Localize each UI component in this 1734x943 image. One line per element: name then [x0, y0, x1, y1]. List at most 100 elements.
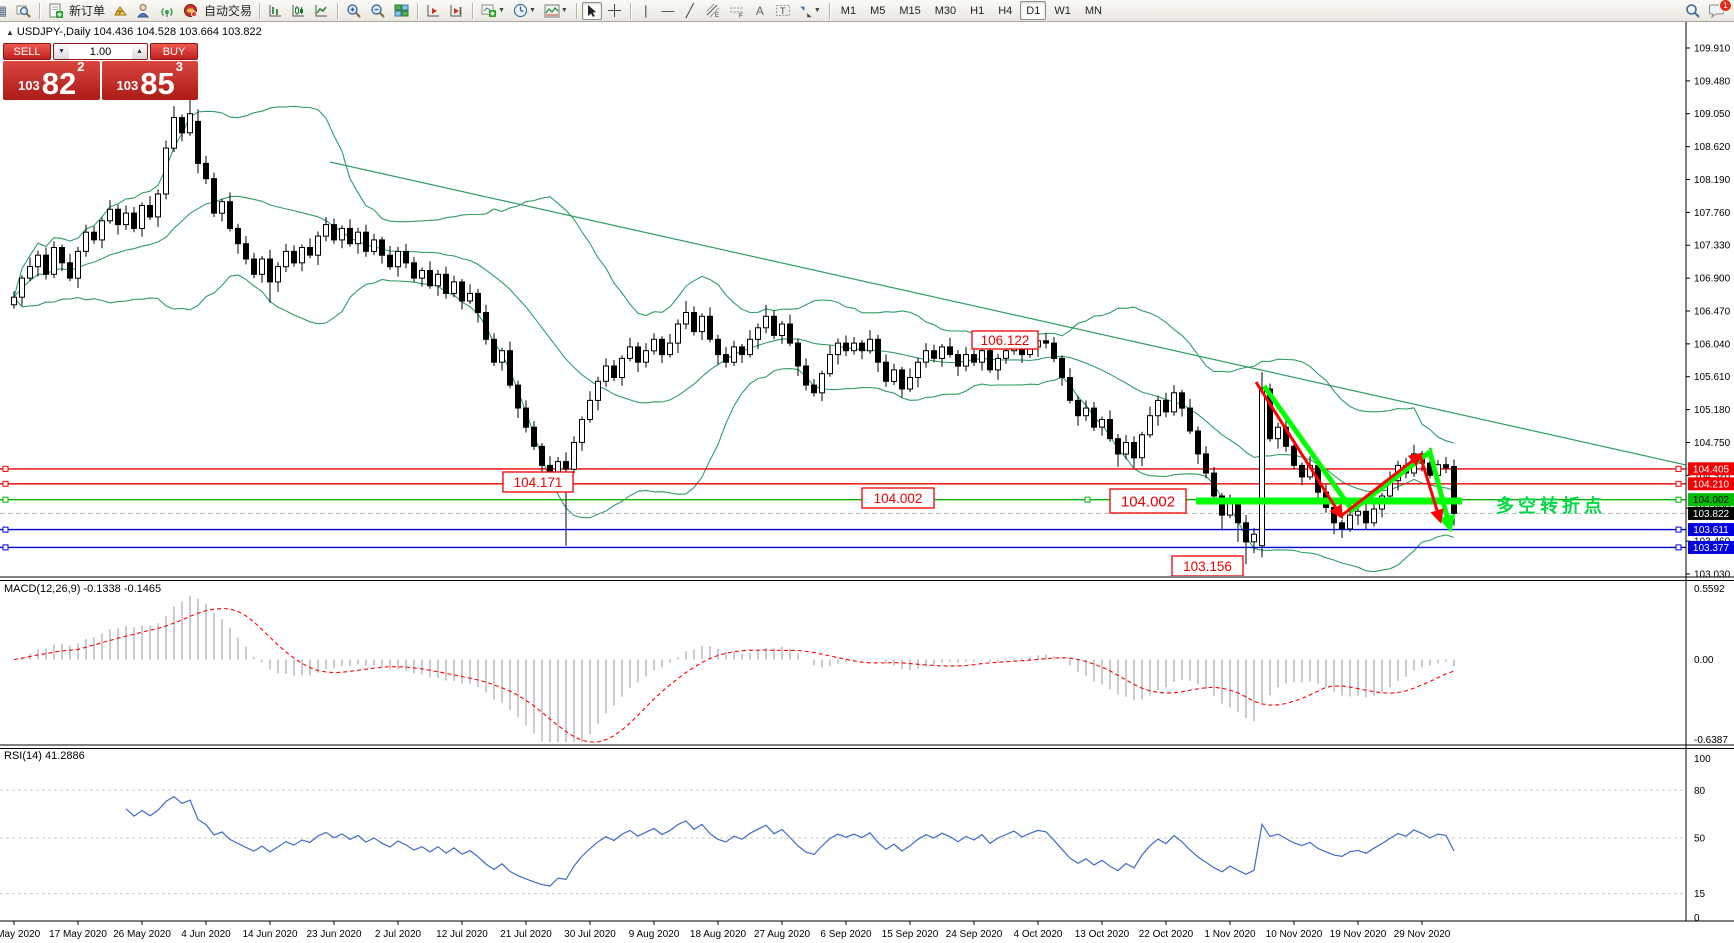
- toolbar: ▦ 新订单 自动交易 ▼: [0, 0, 1734, 22]
- main-chart-panel[interactable]: 106.122 104.171 104.002 104.002 103.156 多空转折点: [0, 100, 1686, 576]
- auto-scroll-icon[interactable]: [423, 2, 444, 20]
- auto-trading-icon: [184, 4, 198, 17]
- volume-increase-button[interactable]: ▲: [132, 44, 147, 59]
- tiles-icon: [394, 4, 409, 16]
- hline-handle[interactable]: [1675, 480, 1682, 487]
- hline-handle[interactable]: [2, 480, 9, 487]
- one-click-top-row: SELL ▼ ▲ BUY: [3, 43, 198, 60]
- date-label: 10 Nov 2020: [1266, 929, 1323, 940]
- periods-button[interactable]: ▼: [510, 2, 539, 20]
- svg-text:T: T: [780, 6, 786, 16]
- price-note-box[interactable]: [1171, 555, 1244, 576]
- auto-trading-button[interactable]: [180, 2, 202, 20]
- chart-window-icon[interactable]: ▦: [0, 2, 8, 18]
- expert-advisor-icon[interactable]: [133, 2, 154, 20]
- new-order-label[interactable]: 新订单: [69, 4, 106, 18]
- price-note-box[interactable]: [502, 471, 574, 493]
- timeframe-M5[interactable]: M5: [870, 4, 886, 17]
- auto-trading-label[interactable]: 自动交易: [204, 4, 253, 18]
- zoom-in-glyph: [347, 3, 361, 18]
- price-note-box[interactable]: [1109, 488, 1187, 514]
- text-label-icon: T: [775, 5, 790, 16]
- arrows-tool[interactable]: ▼: [796, 2, 824, 20]
- timeframe-M15[interactable]: M15: [899, 4, 921, 17]
- notifications-button[interactable]: 1: [1706, 0, 1732, 20]
- hline-handle[interactable]: [2, 465, 9, 472]
- crosshair-tool[interactable]: [604, 2, 625, 20]
- trendline-tool[interactable]: ╱: [685, 2, 694, 18]
- ask-price-box[interactable]: 103 85 3: [101, 59, 198, 100]
- timeframe-MN[interactable]: MN: [1084, 4, 1102, 17]
- buy-button[interactable]: BUY: [150, 43, 198, 60]
- bar-chart-mode-icon[interactable]: [265, 2, 286, 20]
- macd-axis-label: 0.00: [1694, 655, 1714, 666]
- zoom-out-icon[interactable]: [367, 2, 389, 20]
- line-chart-mode-icon[interactable]: [311, 2, 332, 20]
- horizontal-line-tool[interactable]: —: [661, 3, 675, 18]
- date-label: 4 Oct 2020: [1014, 929, 1063, 940]
- channel-icon: F: [729, 7, 743, 19]
- volume-input[interactable]: [69, 44, 132, 59]
- price-note-text: 103.156: [1183, 559, 1232, 574]
- zigzag-arrow-green[interactable]: [1261, 384, 1456, 533]
- zoom-in-icon[interactable]: [343, 2, 365, 20]
- hline-handle[interactable]: [1084, 496, 1091, 503]
- text-label-tool[interactable]: T: [772, 2, 794, 20]
- price-note-box[interactable]: [861, 487, 935, 509]
- svg-text:F: F: [739, 14, 743, 19]
- rsi-axis-label: 80: [1694, 786, 1706, 797]
- text-tool[interactable]: A: [755, 3, 764, 18]
- date-label: 15 Sep 2020: [882, 929, 939, 940]
- pivot-point-annotation[interactable]: 多空转折点: [1496, 495, 1606, 516]
- macd-axis-label: 0.5592: [1694, 584, 1725, 595]
- templates-button[interactable]: ▼: [541, 2, 571, 20]
- descending-trendline[interactable]: [329, 161, 1686, 466]
- vertical-line-tool[interactable]: |: [644, 3, 648, 18]
- quick-preview-icon[interactable]: [13, 2, 34, 20]
- hline-handle[interactable]: [2, 496, 9, 503]
- deposit-icon[interactable]: [109, 2, 131, 20]
- macd-panel[interactable]: [13, 595, 1455, 743]
- hline-handle[interactable]: [1675, 496, 1682, 503]
- sell-button[interactable]: SELL: [3, 43, 51, 60]
- time-axis[interactable]: 7 May 2020 17 May 2020 26 May 2020 4 Jun 20…: [0, 921, 1451, 940]
- timeframe-M1[interactable]: M1: [840, 4, 857, 17]
- bollinger-upper-band: [13, 105, 1455, 444]
- timeframe-W1[interactable]: W1: [1054, 4, 1071, 17]
- hline-handle[interactable]: [1675, 526, 1682, 533]
- ask-price-prefix: 103: [116, 78, 139, 93]
- price-note-box[interactable]: [971, 330, 1039, 350]
- timeframe-M30[interactable]: M30: [934, 4, 957, 17]
- fibonacci-icon: E: [706, 3, 720, 18]
- chart-shift-icon[interactable]: [446, 2, 467, 20]
- candlestick-mode-icon[interactable]: [288, 2, 309, 20]
- volume-decrease-button[interactable]: ▼: [54, 44, 69, 59]
- date-label: 21 Jul 2020: [500, 929, 552, 940]
- timeframe-D1[interactable]: D1: [1020, 1, 1047, 20]
- hline-handle[interactable]: [1675, 465, 1682, 472]
- zigzag-arrow-red[interactable]: [1254, 381, 1344, 520]
- price-axis[interactable]: 109.910 109.480 109.050 108.620 108.190 107.7…: [1686, 44, 1734, 581]
- signal-icon[interactable]: [156, 2, 178, 20]
- timeframe-H1[interactable]: H1: [970, 4, 985, 17]
- rsi-panel[interactable]: [0, 789, 1686, 895]
- timeframe-bar: M1 M5 M15 M30 H1 H4 D1 W1 MN: [834, 1, 1109, 20]
- hline-handle[interactable]: [1675, 544, 1682, 551]
- timeframe-H4[interactable]: H4: [998, 4, 1013, 17]
- cursor-tool[interactable]: [581, 1, 602, 20]
- bid-price-sup: 2: [77, 59, 85, 74]
- hline-handle[interactable]: [2, 526, 9, 533]
- toolbar-separator: [259, 2, 261, 19]
- indicators-button[interactable]: ▼: [478, 2, 508, 20]
- search-button[interactable]: [1682, 2, 1704, 20]
- fibonacci-tool[interactable]: E: [702, 2, 724, 20]
- tile-windows-icon[interactable]: [391, 2, 412, 20]
- chart-symbol-icon: ▲: [6, 28, 14, 37]
- hline-handle[interactable]: [2, 544, 9, 551]
- zigzag-arrow-red[interactable]: [1340, 452, 1424, 518]
- new-order-button[interactable]: [45, 2, 67, 20]
- bid-price-box[interactable]: 103 82 2: [3, 59, 100, 100]
- zigzag-arrow-red[interactable]: [1418, 454, 1444, 524]
- channel-tool[interactable]: F: [726, 2, 748, 20]
